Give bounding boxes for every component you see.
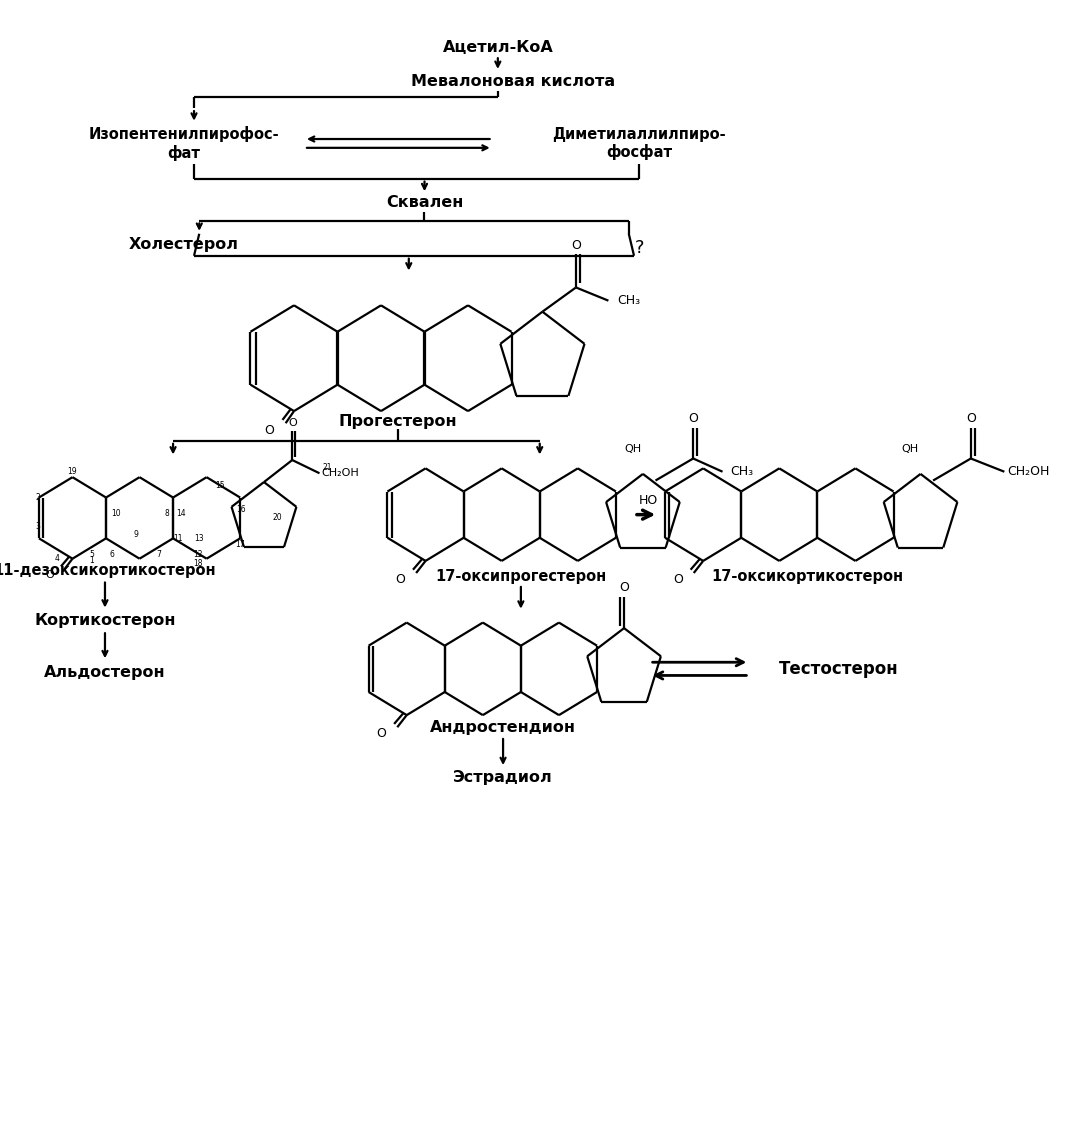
- Text: Сквален: Сквален: [386, 196, 463, 210]
- Text: 17-оксипрогестерон: 17-оксипрогестерон: [435, 569, 606, 583]
- Text: CH₃: CH₃: [730, 465, 753, 478]
- Text: 4: 4: [55, 554, 60, 563]
- Text: 11: 11: [173, 534, 183, 543]
- Text: O: O: [396, 573, 405, 586]
- Text: Ацетил-КоА: Ацетил-КоА: [443, 40, 554, 55]
- Text: 5: 5: [90, 550, 94, 559]
- Text: O: O: [966, 413, 976, 425]
- Text: 20: 20: [273, 513, 282, 522]
- Text: 7: 7: [156, 550, 161, 559]
- Text: Кортикостерон: Кортикостерон: [34, 613, 175, 628]
- Text: 2: 2: [35, 493, 40, 502]
- Text: 18: 18: [192, 559, 202, 568]
- Text: Эстрадиол: Эстрадиол: [453, 770, 553, 786]
- Text: QH: QH: [624, 444, 641, 454]
- Text: CH₃: CH₃: [617, 294, 640, 307]
- Text: 14: 14: [176, 509, 186, 518]
- Text: 11-дезоксикортикостерон: 11-дезоксикортикостерон: [0, 563, 216, 579]
- Text: 15: 15: [215, 481, 224, 490]
- Text: 10: 10: [111, 509, 121, 518]
- Text: 3: 3: [35, 522, 40, 531]
- Text: 21: 21: [322, 463, 331, 472]
- Text: CH₂OH: CH₂OH: [322, 469, 359, 478]
- Text: Прогестерон: Прогестерон: [339, 414, 458, 428]
- Text: ?: ?: [635, 239, 644, 257]
- Text: O: O: [619, 581, 629, 593]
- Text: Диметилаллилпиро-
фосфат: Диметилаллилпиро- фосфат: [553, 127, 726, 161]
- Text: O: O: [45, 570, 53, 580]
- Text: 17: 17: [235, 540, 245, 549]
- Text: 12: 12: [192, 550, 202, 559]
- Text: 8: 8: [165, 509, 169, 518]
- Text: O: O: [376, 727, 387, 741]
- Text: 17-оксикортикостерон: 17-оксикортикостерон: [711, 569, 903, 583]
- Text: QH: QH: [901, 444, 918, 454]
- Text: 9: 9: [134, 529, 138, 538]
- Text: 19: 19: [67, 466, 77, 475]
- Text: O: O: [673, 573, 683, 586]
- Text: 13: 13: [195, 534, 204, 543]
- Text: Андростендион: Андростендион: [430, 719, 576, 735]
- Text: CH₂OH: CH₂OH: [1007, 465, 1050, 478]
- Text: O: O: [571, 239, 580, 252]
- Text: O: O: [288, 418, 296, 427]
- Text: 16: 16: [236, 506, 246, 515]
- Text: O: O: [264, 425, 274, 437]
- Text: Холестерол: Холестерол: [128, 237, 238, 252]
- Text: 1: 1: [90, 556, 94, 565]
- Text: Мевалоновая кислота: Мевалоновая кислота: [412, 74, 616, 89]
- Text: 6: 6: [110, 550, 114, 559]
- Text: HO: HO: [638, 495, 657, 507]
- Text: Тестостерон: Тестостерон: [778, 660, 898, 678]
- Text: Альдостерон: Альдостерон: [44, 664, 166, 680]
- Text: Изопентенилпирофос-
фат: Изопентенилпирофос- фат: [89, 126, 279, 161]
- Text: O: O: [688, 413, 698, 425]
